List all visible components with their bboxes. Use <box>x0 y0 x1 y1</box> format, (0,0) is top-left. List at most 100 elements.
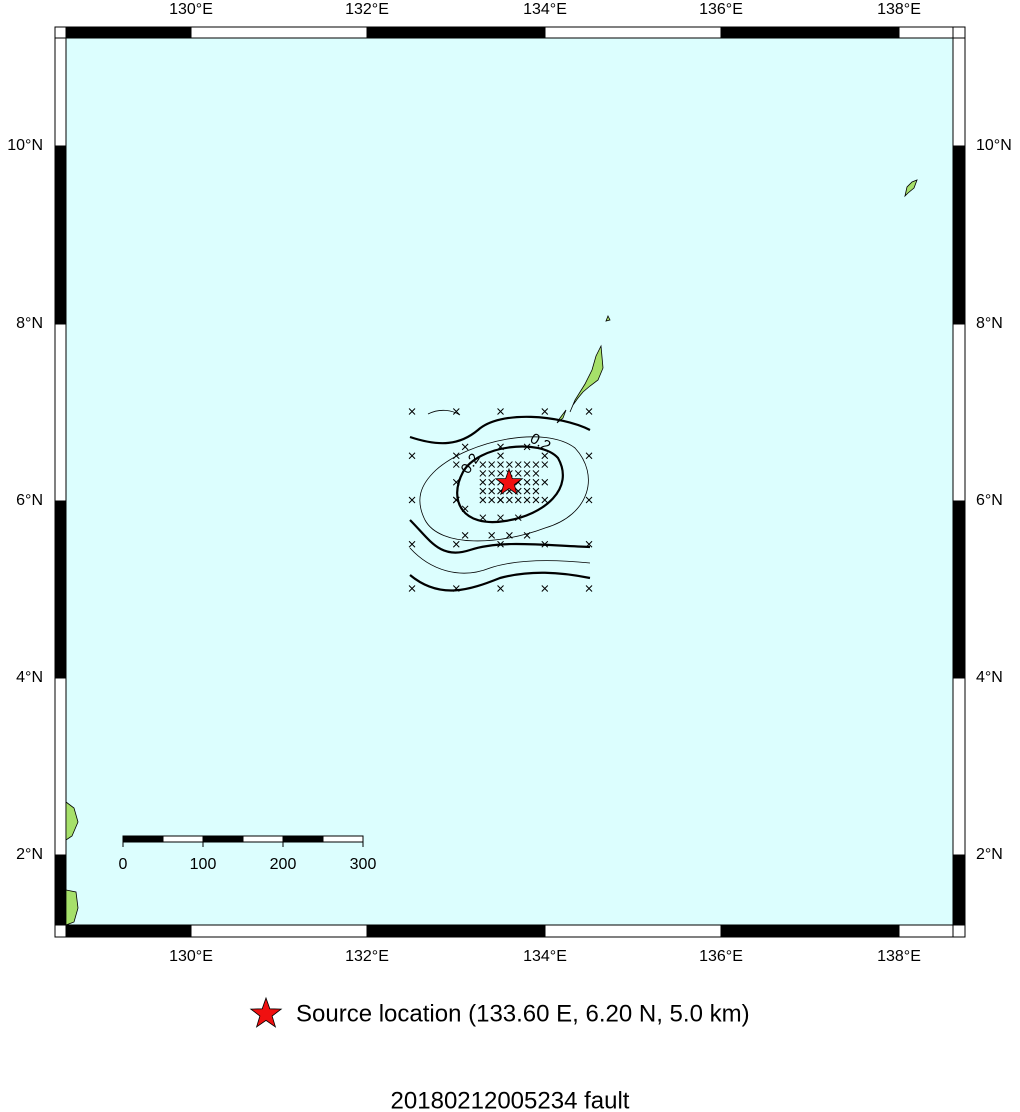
scale-segment <box>282 835 324 843</box>
grid-point <box>541 408 549 415</box>
scale-label: 300 <box>350 856 377 873</box>
border-segment <box>54 677 67 856</box>
grid-point <box>408 408 416 415</box>
contour <box>409 547 591 574</box>
legend-label: Source location (133.60 E, 6.20 N, 5.0 k… <box>296 1000 750 1027</box>
grid-point <box>479 514 487 522</box>
grid-point <box>479 470 487 477</box>
scale-segment <box>242 835 284 843</box>
grid-point <box>488 461 496 468</box>
island <box>605 315 611 322</box>
lon-label: 134°E <box>523 1 567 18</box>
grid-point <box>523 496 531 504</box>
grid-point <box>497 585 504 592</box>
grid-point <box>461 443 469 451</box>
grid-point <box>585 540 593 548</box>
grid-point <box>506 532 513 539</box>
grid-point <box>523 487 531 495</box>
grid-point <box>408 540 416 548</box>
grid-point <box>523 461 531 468</box>
lat-label: 8°N <box>16 315 43 332</box>
border-segment <box>54 500 67 679</box>
lat-label: 4°N <box>976 669 1003 686</box>
scale-label: 200 <box>270 856 297 873</box>
grid-point <box>497 514 504 522</box>
island <box>65 801 79 841</box>
grid-point <box>497 496 504 504</box>
grid-point <box>532 478 540 486</box>
border-segment <box>952 323 966 502</box>
lat-label: 10°N <box>976 137 1012 154</box>
scale-label: 0 <box>119 856 128 873</box>
grid-point <box>514 470 522 477</box>
lon-label: 130°E <box>169 948 213 965</box>
scale-segment <box>202 835 244 843</box>
grid-point <box>541 461 549 468</box>
lon-label: 136°E <box>699 1 743 18</box>
tick-labels: 130°E 130°E 132°E 132°E 134°E 134°E 136°E 136°E… <box>7 1 1012 965</box>
lon-label: 136°E <box>699 948 743 965</box>
border-segment <box>54 854 67 926</box>
grid-point <box>461 532 469 539</box>
grid-point <box>585 408 593 415</box>
island <box>569 344 604 413</box>
grid-point <box>506 496 513 504</box>
grid-point <box>488 470 496 477</box>
grid-point <box>497 470 504 477</box>
border-segment <box>54 323 67 502</box>
contour <box>456 445 564 524</box>
scale-segment <box>322 835 364 843</box>
grid-point <box>541 496 549 504</box>
lat-label: 10°N <box>7 137 43 154</box>
grid-point <box>497 408 504 415</box>
lon-label: 138°E <box>877 948 921 965</box>
contour <box>419 436 589 542</box>
scale-label: 100 <box>190 856 217 873</box>
grid-point <box>408 452 416 460</box>
border-segment <box>544 924 722 938</box>
grid-point <box>452 478 460 486</box>
border-segment <box>54 37 67 147</box>
border-segment <box>952 37 966 147</box>
grid-point <box>585 585 593 592</box>
grid-point <box>523 470 531 477</box>
border-segment <box>952 854 966 926</box>
border-segment <box>65 924 192 938</box>
grid-point <box>514 514 522 522</box>
lon-label: 132°E <box>345 948 389 965</box>
grid-point <box>488 532 496 539</box>
lat-label: 8°N <box>976 315 1003 332</box>
grid-point <box>479 461 487 468</box>
border-segment <box>366 26 546 39</box>
grid-point <box>585 496 593 504</box>
title: 20180212005234 fault <box>391 1087 630 1112</box>
grid-point <box>497 452 504 460</box>
grid-point <box>532 487 540 495</box>
lat-label: 6°N <box>16 492 43 509</box>
grid-point <box>488 478 496 486</box>
grid-point <box>497 540 504 548</box>
grid-point <box>514 496 522 504</box>
contour <box>409 571 591 592</box>
lon-label: 132°E <box>345 1 389 18</box>
grid-point <box>488 487 496 495</box>
grid-point <box>541 540 549 548</box>
border-segment <box>952 500 966 679</box>
lat-label: 2°N <box>16 846 43 863</box>
contour <box>427 409 461 416</box>
land <box>65 179 918 926</box>
grid-point <box>523 443 531 451</box>
grid-point <box>497 443 504 451</box>
border-segment <box>720 924 900 938</box>
island <box>904 179 918 198</box>
grid-point <box>523 478 531 486</box>
border-segment <box>544 26 722 39</box>
border-segment <box>190 924 368 938</box>
grid-point <box>408 496 416 504</box>
lat-label: 6°N <box>976 492 1003 509</box>
border-segment <box>54 145 67 325</box>
grid-point <box>514 461 522 468</box>
grid-point <box>479 487 487 495</box>
scale-segment <box>122 835 164 843</box>
